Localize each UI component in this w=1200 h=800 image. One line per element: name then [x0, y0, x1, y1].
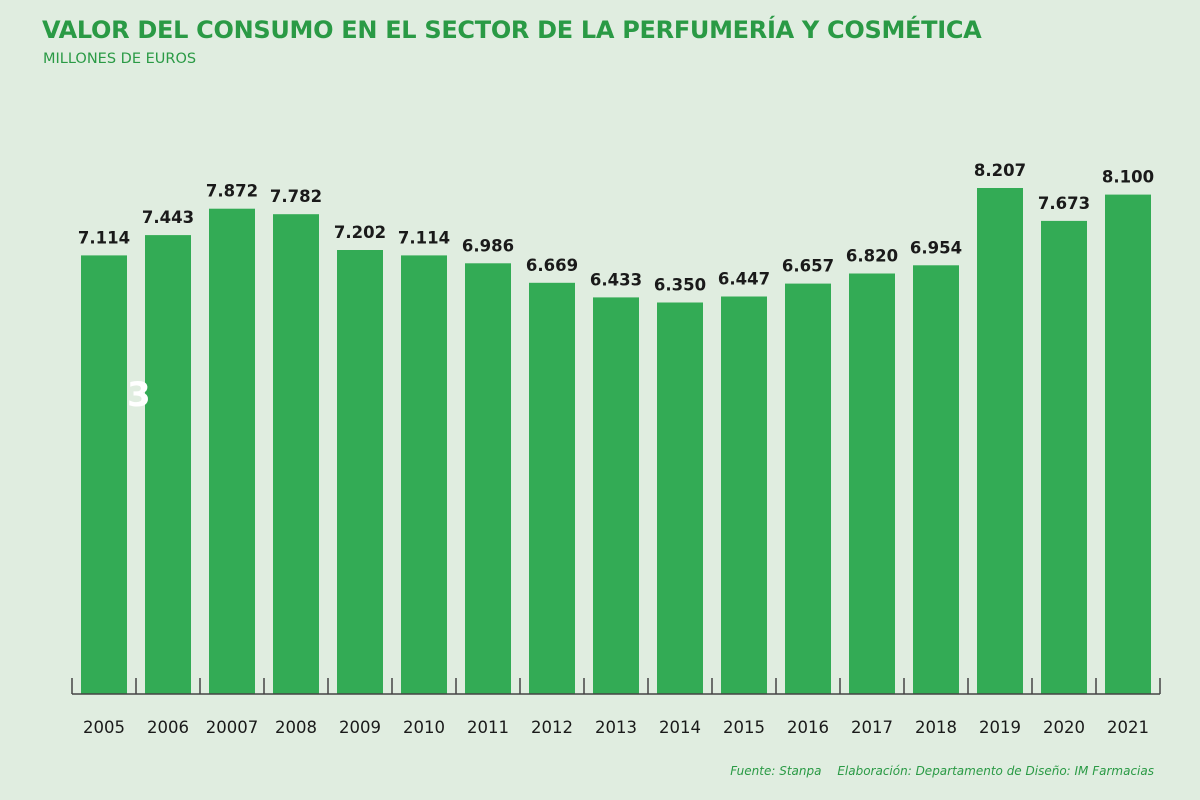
- value-label-2018: 6.954: [910, 238, 962, 257]
- x-tick-label-2006: 2006: [147, 718, 189, 737]
- x-tick-label-2012: 2012: [531, 718, 573, 737]
- x-tick-labels-group: 2005 2006 20007 2008 2009 2010 2011 2012 2013 201…: [83, 718, 1149, 737]
- value-label-2010: 7.114: [398, 228, 450, 247]
- bar-2015: [721, 296, 767, 694]
- x-tick-label-2008: 2008: [275, 718, 317, 737]
- value-label-2020: 7.673: [1038, 194, 1090, 213]
- x-tick-label-2016: 2016: [787, 718, 829, 737]
- bar-2008: [273, 214, 319, 694]
- bar-2009: [337, 250, 383, 694]
- value-label-2006: 7.443: [142, 208, 194, 227]
- source-elaboracion: Elaboración: Departamento de Diseño: IM …: [837, 764, 1154, 778]
- value-label-2014: 6.350: [654, 276, 706, 295]
- bar-2006: [145, 235, 191, 694]
- bar-2005: [81, 255, 127, 694]
- bar-20007: [209, 208, 255, 694]
- bar-2021: [1105, 194, 1151, 694]
- x-tick-label-2015: 2015: [723, 718, 765, 737]
- value-label-2019: 8.207: [974, 161, 1026, 180]
- value-label-2013: 6.433: [590, 270, 642, 289]
- bar-2019: [977, 188, 1023, 694]
- bar-2014: [657, 302, 703, 694]
- value-label-2021: 8.100: [1102, 168, 1154, 187]
- chart-title: VALOR DEL CONSUMO EN EL SECTOR DE LA PER…: [42, 16, 982, 44]
- x-tick-label-2013: 2013: [595, 718, 637, 737]
- value-label-2008: 7.782: [270, 187, 322, 206]
- x-tick-label-2019: 2019: [979, 718, 1021, 737]
- value-label-2015: 6.447: [718, 270, 770, 289]
- value-label-2017: 6.820: [846, 247, 898, 266]
- value-label-2012: 6.669: [526, 256, 578, 275]
- x-tick-label-2005: 2005: [83, 718, 125, 737]
- bar-2020: [1041, 220, 1087, 694]
- x-tick-label-2018: 2018: [915, 718, 957, 737]
- value-label-2016: 6.657: [782, 257, 834, 276]
- source-note: Fuente: Stanpa Elaboración: Departamento…: [730, 764, 1154, 778]
- x-tick-label-2010: 2010: [403, 718, 445, 737]
- bar-2011: [465, 263, 511, 694]
- x-tick-label-2021: 2021: [1107, 718, 1149, 737]
- value-label-2005: 7.114: [78, 228, 130, 247]
- bar-2018: [913, 265, 959, 694]
- bar-2013: [593, 297, 639, 694]
- bar-2010: [401, 255, 447, 694]
- x-tick-label-2009: 2009: [339, 718, 381, 737]
- x-tick-label-20007: 20007: [206, 718, 259, 737]
- source-fuente: Fuente: Stanpa: [730, 764, 822, 778]
- x-tick-label-2020: 2020: [1043, 718, 1085, 737]
- bars-group: [81, 188, 1151, 694]
- value-label-2009: 7.202: [334, 223, 386, 242]
- bar-2016: [785, 283, 831, 694]
- bar-2017: [849, 273, 895, 694]
- value-label-2011: 6.986: [462, 236, 514, 255]
- x-axis: [71, 678, 1161, 695]
- x-tick-label-2017: 2017: [851, 718, 893, 737]
- value-label-20007: 7.872: [206, 182, 258, 201]
- bar-2012: [529, 282, 575, 694]
- x-tick-label-2014: 2014: [659, 718, 701, 737]
- x-tick-label-2011: 2011: [467, 718, 509, 737]
- stray-mark: 3: [127, 375, 151, 415]
- value-labels-group: 7.114 7.443 7.872 7.782 7.202 7.114 6.986 6.669…: [78, 161, 1154, 295]
- chart-subtitle: MILLONES DE EUROS: [43, 51, 197, 67]
